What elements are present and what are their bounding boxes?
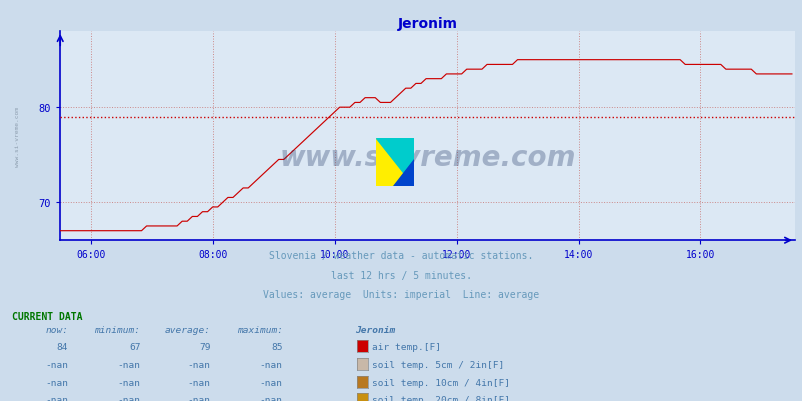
Text: soil temp. 5cm / 2in[F]: soil temp. 5cm / 2in[F]	[371, 360, 504, 369]
Text: -nan: -nan	[259, 395, 282, 401]
Text: -nan: -nan	[187, 360, 210, 369]
Text: -nan: -nan	[45, 378, 68, 387]
Text: -nan: -nan	[117, 395, 140, 401]
Text: last 12 hrs / 5 minutes.: last 12 hrs / 5 minutes.	[330, 270, 472, 280]
Text: -nan: -nan	[117, 360, 140, 369]
Text: 79: 79	[199, 342, 210, 351]
Text: air temp.[F]: air temp.[F]	[371, 342, 440, 351]
Text: -nan: -nan	[187, 395, 210, 401]
Text: CURRENT DATA: CURRENT DATA	[12, 311, 83, 321]
Text: 67: 67	[129, 342, 140, 351]
Text: 84: 84	[57, 342, 68, 351]
Polygon shape	[375, 138, 414, 186]
Text: Jeronim: Jeronim	[354, 325, 395, 334]
Text: soil temp. 10cm / 4in[F]: soil temp. 10cm / 4in[F]	[371, 378, 509, 387]
Title: Jeronim: Jeronim	[397, 17, 457, 31]
Text: -nan: -nan	[187, 378, 210, 387]
Text: -nan: -nan	[45, 360, 68, 369]
Text: average:: average:	[164, 325, 210, 334]
Text: -nan: -nan	[259, 378, 282, 387]
Text: soil temp. 20cm / 8in[F]: soil temp. 20cm / 8in[F]	[371, 395, 509, 401]
Text: www.si-vreme.com: www.si-vreme.com	[15, 106, 20, 166]
Text: Values: average  Units: imperial  Line: average: Values: average Units: imperial Line: av…	[263, 289, 539, 299]
Text: now:: now:	[45, 325, 68, 334]
Text: 85: 85	[271, 342, 282, 351]
Text: www.si-vreme.com: www.si-vreme.com	[279, 143, 575, 171]
Text: maximum:: maximum:	[237, 325, 282, 334]
Text: minimum:: minimum:	[95, 325, 140, 334]
Text: Slovenia / weather data - automatic stations.: Slovenia / weather data - automatic stat…	[269, 251, 533, 261]
Text: -nan: -nan	[45, 395, 68, 401]
Polygon shape	[393, 160, 414, 186]
Text: -nan: -nan	[259, 360, 282, 369]
Text: -nan: -nan	[117, 378, 140, 387]
